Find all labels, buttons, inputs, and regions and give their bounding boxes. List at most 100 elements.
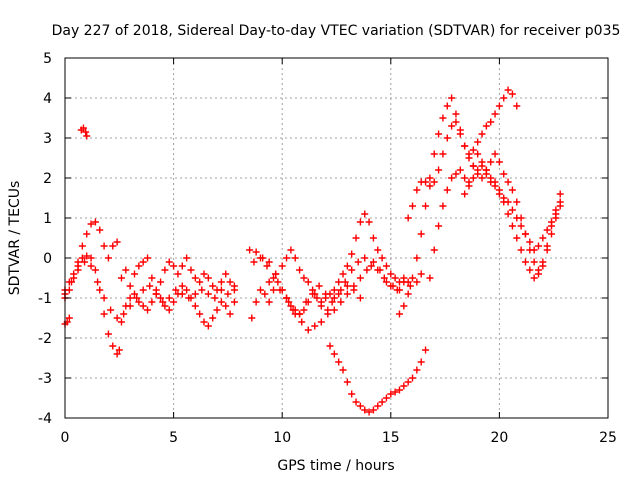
data-point-midday-2 — [315, 282, 323, 290]
data-point-midday-2 — [348, 266, 356, 274]
data-point-morning-1 — [96, 286, 104, 294]
data-point-deep-dip — [391, 388, 399, 396]
data-point-evening-2 — [443, 134, 451, 142]
data-point-midday-1 — [261, 290, 269, 298]
data-point-midday-3 — [278, 262, 286, 270]
data-point-midday-3 — [369, 258, 377, 266]
data-point-morning-3 — [146, 282, 154, 290]
data-point-midday-1 — [256, 286, 264, 294]
data-point-evening-3 — [469, 174, 477, 182]
data-point-evening-2 — [422, 178, 430, 186]
data-point-morning-1 — [104, 330, 112, 338]
data-point-midday-4 — [330, 294, 338, 302]
data-point-morning-2 — [174, 270, 182, 278]
data-point-morning-3 — [191, 290, 199, 298]
chart-title: Day 227 of 2018, Sidereal Day-to-day VTE… — [52, 23, 621, 39]
data-point-midday-3 — [291, 254, 299, 262]
data-point-morning-1 — [148, 298, 156, 306]
data-point-morning-1 — [126, 294, 134, 302]
data-point-evening-3 — [543, 242, 551, 250]
data-point-morning-1 — [109, 342, 117, 350]
data-point-evening-4 — [539, 234, 547, 242]
data-point-morning-3 — [113, 314, 121, 322]
data-point-evening-4 — [491, 178, 499, 186]
data-point-midday-3 — [330, 306, 338, 314]
data-point-midday-1 — [270, 286, 278, 294]
data-point-morning-1 — [161, 302, 169, 310]
data-point-morning-3 — [178, 290, 186, 298]
data-point-evening-4 — [543, 226, 551, 234]
data-point-midday-2 — [354, 258, 362, 266]
data-point-morning-3 — [217, 286, 225, 294]
data-point-morning-3 — [100, 294, 108, 302]
data-point-evening-2 — [409, 202, 417, 210]
data-point-morning-2 — [91, 218, 99, 226]
data-point-evening-2 — [456, 126, 464, 134]
data-point-morning-3 — [224, 290, 232, 298]
data-point-evening-4 — [482, 166, 490, 174]
data-point-morning-1 — [178, 282, 186, 290]
data-point-evening-4 — [495, 186, 503, 194]
data-point-morning-2 — [117, 274, 125, 282]
data-point-midday-3 — [317, 302, 325, 310]
data-point-evening-1 — [435, 130, 443, 138]
data-point-morning-3 — [126, 302, 134, 310]
data-point-midday-4 — [304, 326, 312, 334]
y-tick-label: 2 — [43, 171, 52, 187]
data-point-midday-4 — [317, 318, 325, 326]
data-point-evening-1 — [422, 202, 430, 210]
data-point-midday-3 — [395, 286, 403, 294]
y-tick-label: 4 — [43, 91, 52, 107]
data-point-early-spike — [79, 124, 87, 132]
data-point-evening-4 — [548, 218, 556, 226]
data-point-midday-1 — [374, 246, 382, 254]
data-point-morning-2 — [200, 270, 208, 278]
data-point-morning-2 — [131, 270, 139, 278]
data-point-morning-1 — [113, 350, 121, 358]
data-point-midday-2 — [417, 270, 425, 278]
data-point-midday-3 — [304, 278, 312, 286]
data-point-midday-1 — [378, 254, 386, 262]
data-point-midday-2 — [322, 290, 330, 298]
data-point-evening-4 — [508, 206, 516, 214]
data-point-midday-4 — [259, 254, 267, 262]
data-point-evening-3 — [539, 258, 547, 266]
data-point-midday-4 — [246, 246, 254, 254]
data-point-start-low — [65, 314, 73, 322]
data-point-midday-1 — [335, 278, 343, 286]
x-tick-label: 0 — [61, 430, 70, 446]
data-point-morning-2 — [157, 278, 165, 286]
data-point-morning-2 — [109, 242, 117, 250]
data-point-morning-2 — [100, 242, 108, 250]
y-tick-label: -2 — [38, 331, 52, 347]
data-point-morning-3 — [107, 306, 115, 314]
data-point-evening-3 — [474, 166, 482, 174]
data-point-midday-3 — [389, 282, 397, 290]
data-point-morning-1 — [91, 266, 99, 274]
data-point-morning-1 — [230, 298, 238, 306]
y-tick-label: 1 — [43, 211, 52, 227]
data-point-midday-3 — [300, 274, 308, 282]
data-point-deep-dip — [361, 406, 369, 414]
data-point-evening-2 — [513, 198, 521, 206]
data-point-midday-2 — [250, 258, 258, 266]
data-point-morning-1 — [87, 254, 95, 262]
y-tick-label: -1 — [38, 291, 52, 307]
data-point-midday-2 — [302, 298, 310, 306]
data-point-midday-4 — [343, 282, 351, 290]
data-point-evening-2 — [439, 150, 447, 158]
data-point-morning-3 — [230, 282, 238, 290]
data-point-evening-4 — [465, 182, 473, 190]
data-point-midday-3 — [337, 298, 345, 306]
data-point-morning-1 — [165, 306, 173, 314]
data-point-evening-2 — [452, 118, 460, 126]
data-point-evening-2 — [478, 174, 486, 182]
data-point-morning-2 — [139, 258, 147, 266]
data-point-morning-1 — [157, 294, 165, 302]
data-point-deep-dip — [400, 382, 408, 390]
data-point-evening-4 — [478, 158, 486, 166]
data-point-midday-1 — [330, 286, 338, 294]
y-axis-label: SDTVAR / TECUs — [7, 181, 23, 296]
data-point-morning-1 — [217, 298, 225, 306]
data-point-morning-2 — [183, 254, 191, 262]
